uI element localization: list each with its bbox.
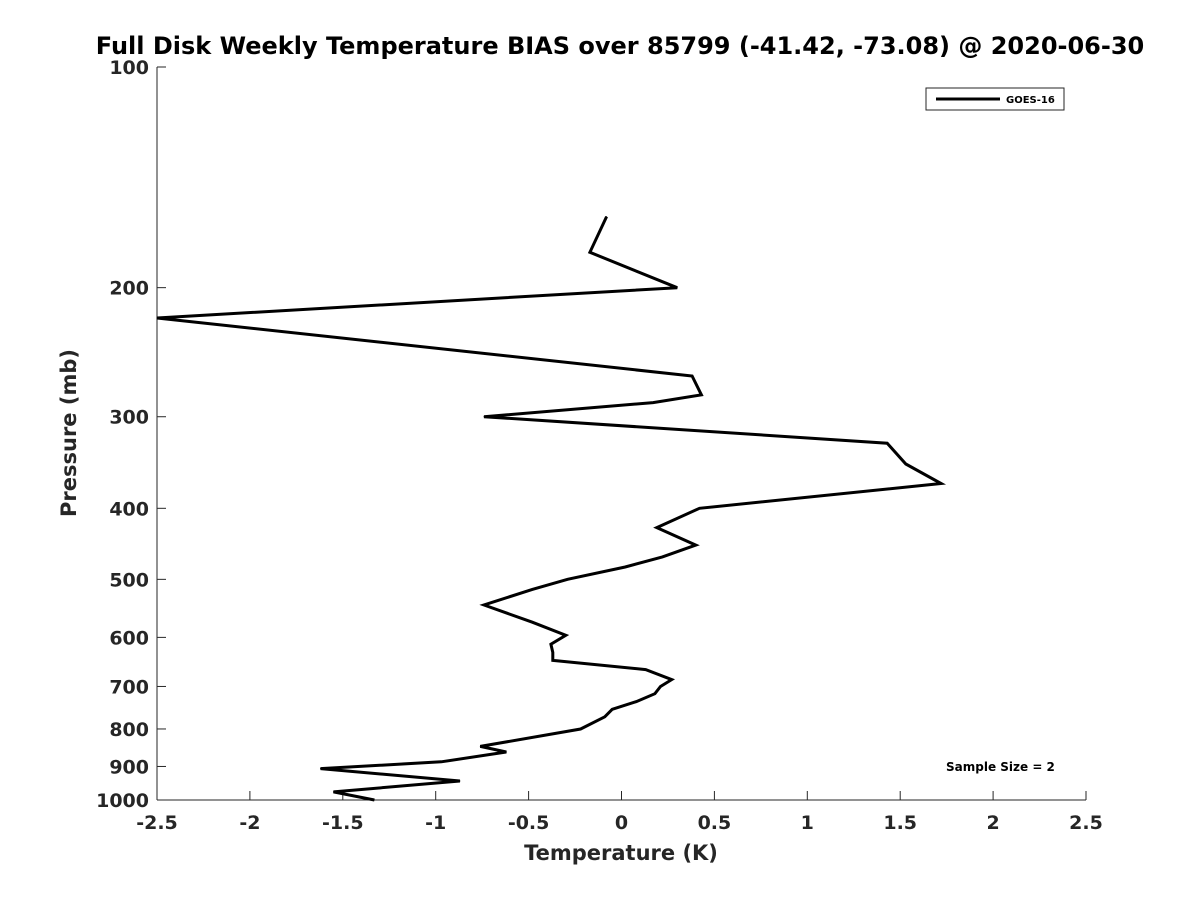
x-tick-label: 2	[986, 812, 999, 834]
data-point	[656, 527, 658, 529]
data-point	[320, 768, 321, 770]
data-point	[635, 701, 637, 703]
y-tick-label: 200	[109, 278, 149, 300]
data-point	[940, 483, 942, 484]
y-axis-label: Pressure (mb)	[57, 349, 81, 517]
data-point	[652, 402, 654, 404]
x-tick-label: -1	[425, 812, 446, 834]
x-ticks: -2.5 -2 -1.5 -1 -0.5 0 0.5 1 1.5 2 2.5	[136, 791, 1103, 834]
data-point	[671, 679, 673, 681]
y-tick-label: 300	[109, 407, 149, 429]
x-tick-label: -0.5	[508, 812, 550, 834]
data-point	[550, 643, 552, 645]
data-point	[459, 780, 461, 782]
y-ticks: 100 200 300 400 500 600 700 800 900 1000	[96, 57, 166, 812]
data-point	[531, 588, 533, 590]
y-tick-label: 500	[109, 569, 149, 591]
data-point	[589, 251, 591, 253]
data-point	[611, 708, 613, 710]
chart-title: Full Disk Weekly Temperature BIAS over 8…	[96, 32, 1144, 60]
x-axis-label: Temperature (K)	[524, 841, 718, 865]
data-point	[661, 556, 663, 558]
data-point	[700, 394, 702, 396]
data-point	[905, 463, 907, 465]
data-point	[660, 686, 661, 687]
data-point	[333, 791, 334, 793]
data-point	[699, 507, 700, 509]
axes	[156, 67, 1086, 801]
data-point	[604, 716, 606, 718]
y-tick-label: 600	[109, 627, 149, 649]
data-point	[440, 761, 442, 763]
data-point	[624, 566, 626, 568]
data-point	[552, 651, 554, 653]
data-point	[676, 287, 678, 289]
x-tick-label: -2	[239, 812, 260, 834]
data-point	[483, 604, 485, 606]
y-tick-label: 900	[109, 756, 149, 778]
x-tick-label: 1	[801, 812, 814, 834]
data-point	[654, 693, 656, 695]
legend-label: GOES-16	[1006, 95, 1055, 106]
data-point	[505, 751, 507, 753]
data-point	[373, 799, 375, 801]
sample-size-annotation: Sample Size = 2	[946, 760, 1055, 774]
x-tick-label: -1.5	[322, 812, 364, 834]
legend: GOES-16	[925, 87, 1065, 111]
data-point	[552, 659, 554, 661]
x-tick-label: 0.5	[698, 812, 732, 834]
data-point	[606, 216, 608, 218]
data-point	[695, 544, 697, 546]
data-point	[645, 669, 647, 671]
data-point	[886, 442, 888, 444]
y-tick-label: 700	[109, 676, 149, 698]
data-point	[580, 728, 582, 730]
data-point	[479, 745, 481, 747]
y-tick-label: 400	[109, 498, 149, 520]
x-tick-label: 2.5	[1069, 812, 1103, 834]
data-point	[483, 416, 485, 418]
series-layer	[156, 215, 947, 802]
x-tick-label: -2.5	[136, 812, 178, 834]
data-point	[565, 634, 567, 636]
data-point	[531, 621, 533, 623]
x-tick-label: 0	[615, 812, 628, 834]
y-tick-label: 100	[109, 57, 149, 79]
data-point	[691, 375, 693, 377]
y-tick-label: 800	[109, 719, 149, 741]
data-point	[156, 317, 158, 319]
x-tick-label: 1.5	[883, 812, 917, 834]
data-point	[567, 578, 569, 580]
y-tick-label: 1000	[96, 790, 149, 812]
series-line-goes-16	[156, 215, 947, 802]
